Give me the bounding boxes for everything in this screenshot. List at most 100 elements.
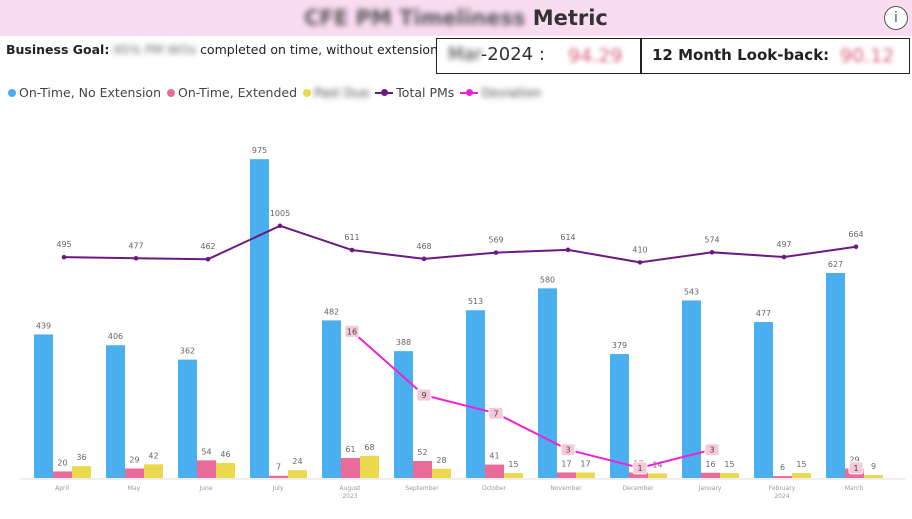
title-blurred: CFE PM Timeliness	[304, 6, 526, 30]
total-value-label: 497	[776, 240, 791, 249]
bar-1	[197, 460, 216, 478]
bar-0	[538, 288, 557, 478]
bar-value-label: 41	[489, 452, 499, 461]
bar-value-label: 15	[508, 460, 518, 469]
bar-2	[504, 473, 523, 478]
x-tick-label: January	[698, 485, 722, 492]
bar-2	[432, 468, 451, 478]
title-bar	[0, 0, 912, 36]
deviation-value-label: 3	[709, 446, 714, 455]
goal-label: Business Goal:	[6, 42, 110, 57]
total-value-label: 1005	[270, 209, 290, 218]
x-tick-label: December	[622, 485, 654, 492]
bar-value-label: 24	[292, 457, 302, 466]
total-point	[493, 250, 499, 255]
x-tick-label: 2024	[774, 493, 789, 500]
legend-label: Deviation	[481, 85, 542, 100]
bar-value-label: 15	[724, 460, 734, 469]
bar-value-label: 6	[780, 463, 785, 472]
bar-0	[394, 351, 413, 478]
deviation-value-label: 1	[637, 464, 642, 473]
total-value-label: 569	[488, 236, 503, 245]
bar-1	[341, 458, 360, 478]
bar-value-label: 439	[36, 321, 51, 330]
x-tick-label: June	[198, 485, 212, 492]
x-tick-label: April	[55, 485, 69, 492]
total-point	[781, 254, 787, 260]
x-tick-label: November	[550, 485, 582, 492]
bar-value-label: 7	[276, 463, 281, 472]
title-suffix: Metric	[532, 6, 608, 30]
bar-value-label: 379	[612, 341, 627, 350]
legend-item-extended[interactable]: On-Time, Extended	[167, 85, 297, 100]
info-icon[interactable]: i	[884, 6, 908, 30]
bar-value-label: 61	[345, 445, 355, 454]
total-point	[565, 247, 571, 253]
bar-value-label: 9	[871, 462, 876, 471]
kpi-month-blurred: Mar	[448, 44, 481, 65]
legend-label: Past Due	[314, 85, 370, 100]
deviation-badge	[704, 443, 720, 457]
total-point	[277, 223, 283, 229]
bar-value-label: 388	[396, 338, 411, 347]
deviation-badge	[344, 324, 360, 338]
bar-1	[125, 468, 144, 478]
bar-0	[466, 310, 485, 478]
bar-value-label: 513	[468, 297, 483, 306]
bar-1	[53, 471, 72, 478]
bar-0	[34, 334, 53, 478]
legend-swatch	[167, 88, 175, 97]
total-value-label: 477	[128, 241, 143, 250]
bar-2	[288, 470, 307, 478]
bar-2	[144, 464, 163, 478]
bar-value-label: 54	[201, 447, 211, 456]
bar-value-label: 543	[684, 287, 699, 296]
legend-label: Total PMs	[396, 85, 455, 100]
bar-0	[754, 322, 773, 478]
total-value-label: 495	[56, 240, 71, 249]
deviation-badge	[416, 388, 432, 402]
legend-item-deviation[interactable]: Deviation	[460, 85, 541, 100]
bar-value-label: 477	[756, 309, 771, 318]
kpi-month: Mar-2024 :	[448, 44, 545, 65]
bar-value-label: 28	[436, 456, 446, 465]
bar-value-label: 627	[828, 260, 843, 269]
kpi-lookback-label: 12 Month Look-back:	[652, 46, 830, 64]
total-point	[205, 256, 211, 262]
bar-value-label: 68	[364, 443, 374, 452]
bar-0	[322, 320, 341, 478]
legend-swatch	[375, 88, 394, 97]
bar-value-label: 14	[652, 460, 662, 469]
x-tick-label: May	[128, 485, 141, 492]
legend-item-past-due[interactable]: Past Due	[303, 85, 369, 100]
deviation-badge	[848, 461, 864, 475]
bar-2	[360, 455, 379, 478]
x-tick-label: September	[405, 485, 439, 492]
legend-item-total[interactable]: Total PMs	[375, 85, 454, 100]
total-point	[709, 250, 715, 255]
bar-value-label: 42	[148, 451, 158, 460]
bar-value-label: 975	[252, 146, 267, 155]
bar-value-label: 16	[705, 460, 715, 469]
goal-text: completed on time, without extensions.	[200, 42, 449, 57]
business-goal: Business Goal: 95% PM WOs completed on t…	[6, 42, 448, 57]
bar-1	[485, 464, 504, 478]
legend-swatch	[303, 88, 312, 97]
bar-1	[629, 472, 648, 478]
bar-2	[792, 473, 811, 478]
bar-value-label: 36	[76, 453, 86, 462]
legend-item-on-time[interactable]: On-Time, No Extension	[8, 85, 161, 100]
bar-1	[557, 472, 576, 478]
legend-swatch	[460, 88, 479, 97]
total-value-label: 614	[560, 233, 575, 242]
deviation-line	[351, 330, 713, 469]
legend-label: On-Time, Extended	[178, 85, 298, 100]
total-point	[421, 256, 427, 262]
bar-value-label: 29	[129, 456, 139, 465]
bar-1	[701, 472, 720, 478]
total-value-label: 410	[632, 245, 647, 254]
deviation-value-label: 3	[565, 446, 570, 455]
deviation-value-label: 9	[421, 391, 426, 400]
deviation-value-label: 16	[347, 327, 357, 336]
